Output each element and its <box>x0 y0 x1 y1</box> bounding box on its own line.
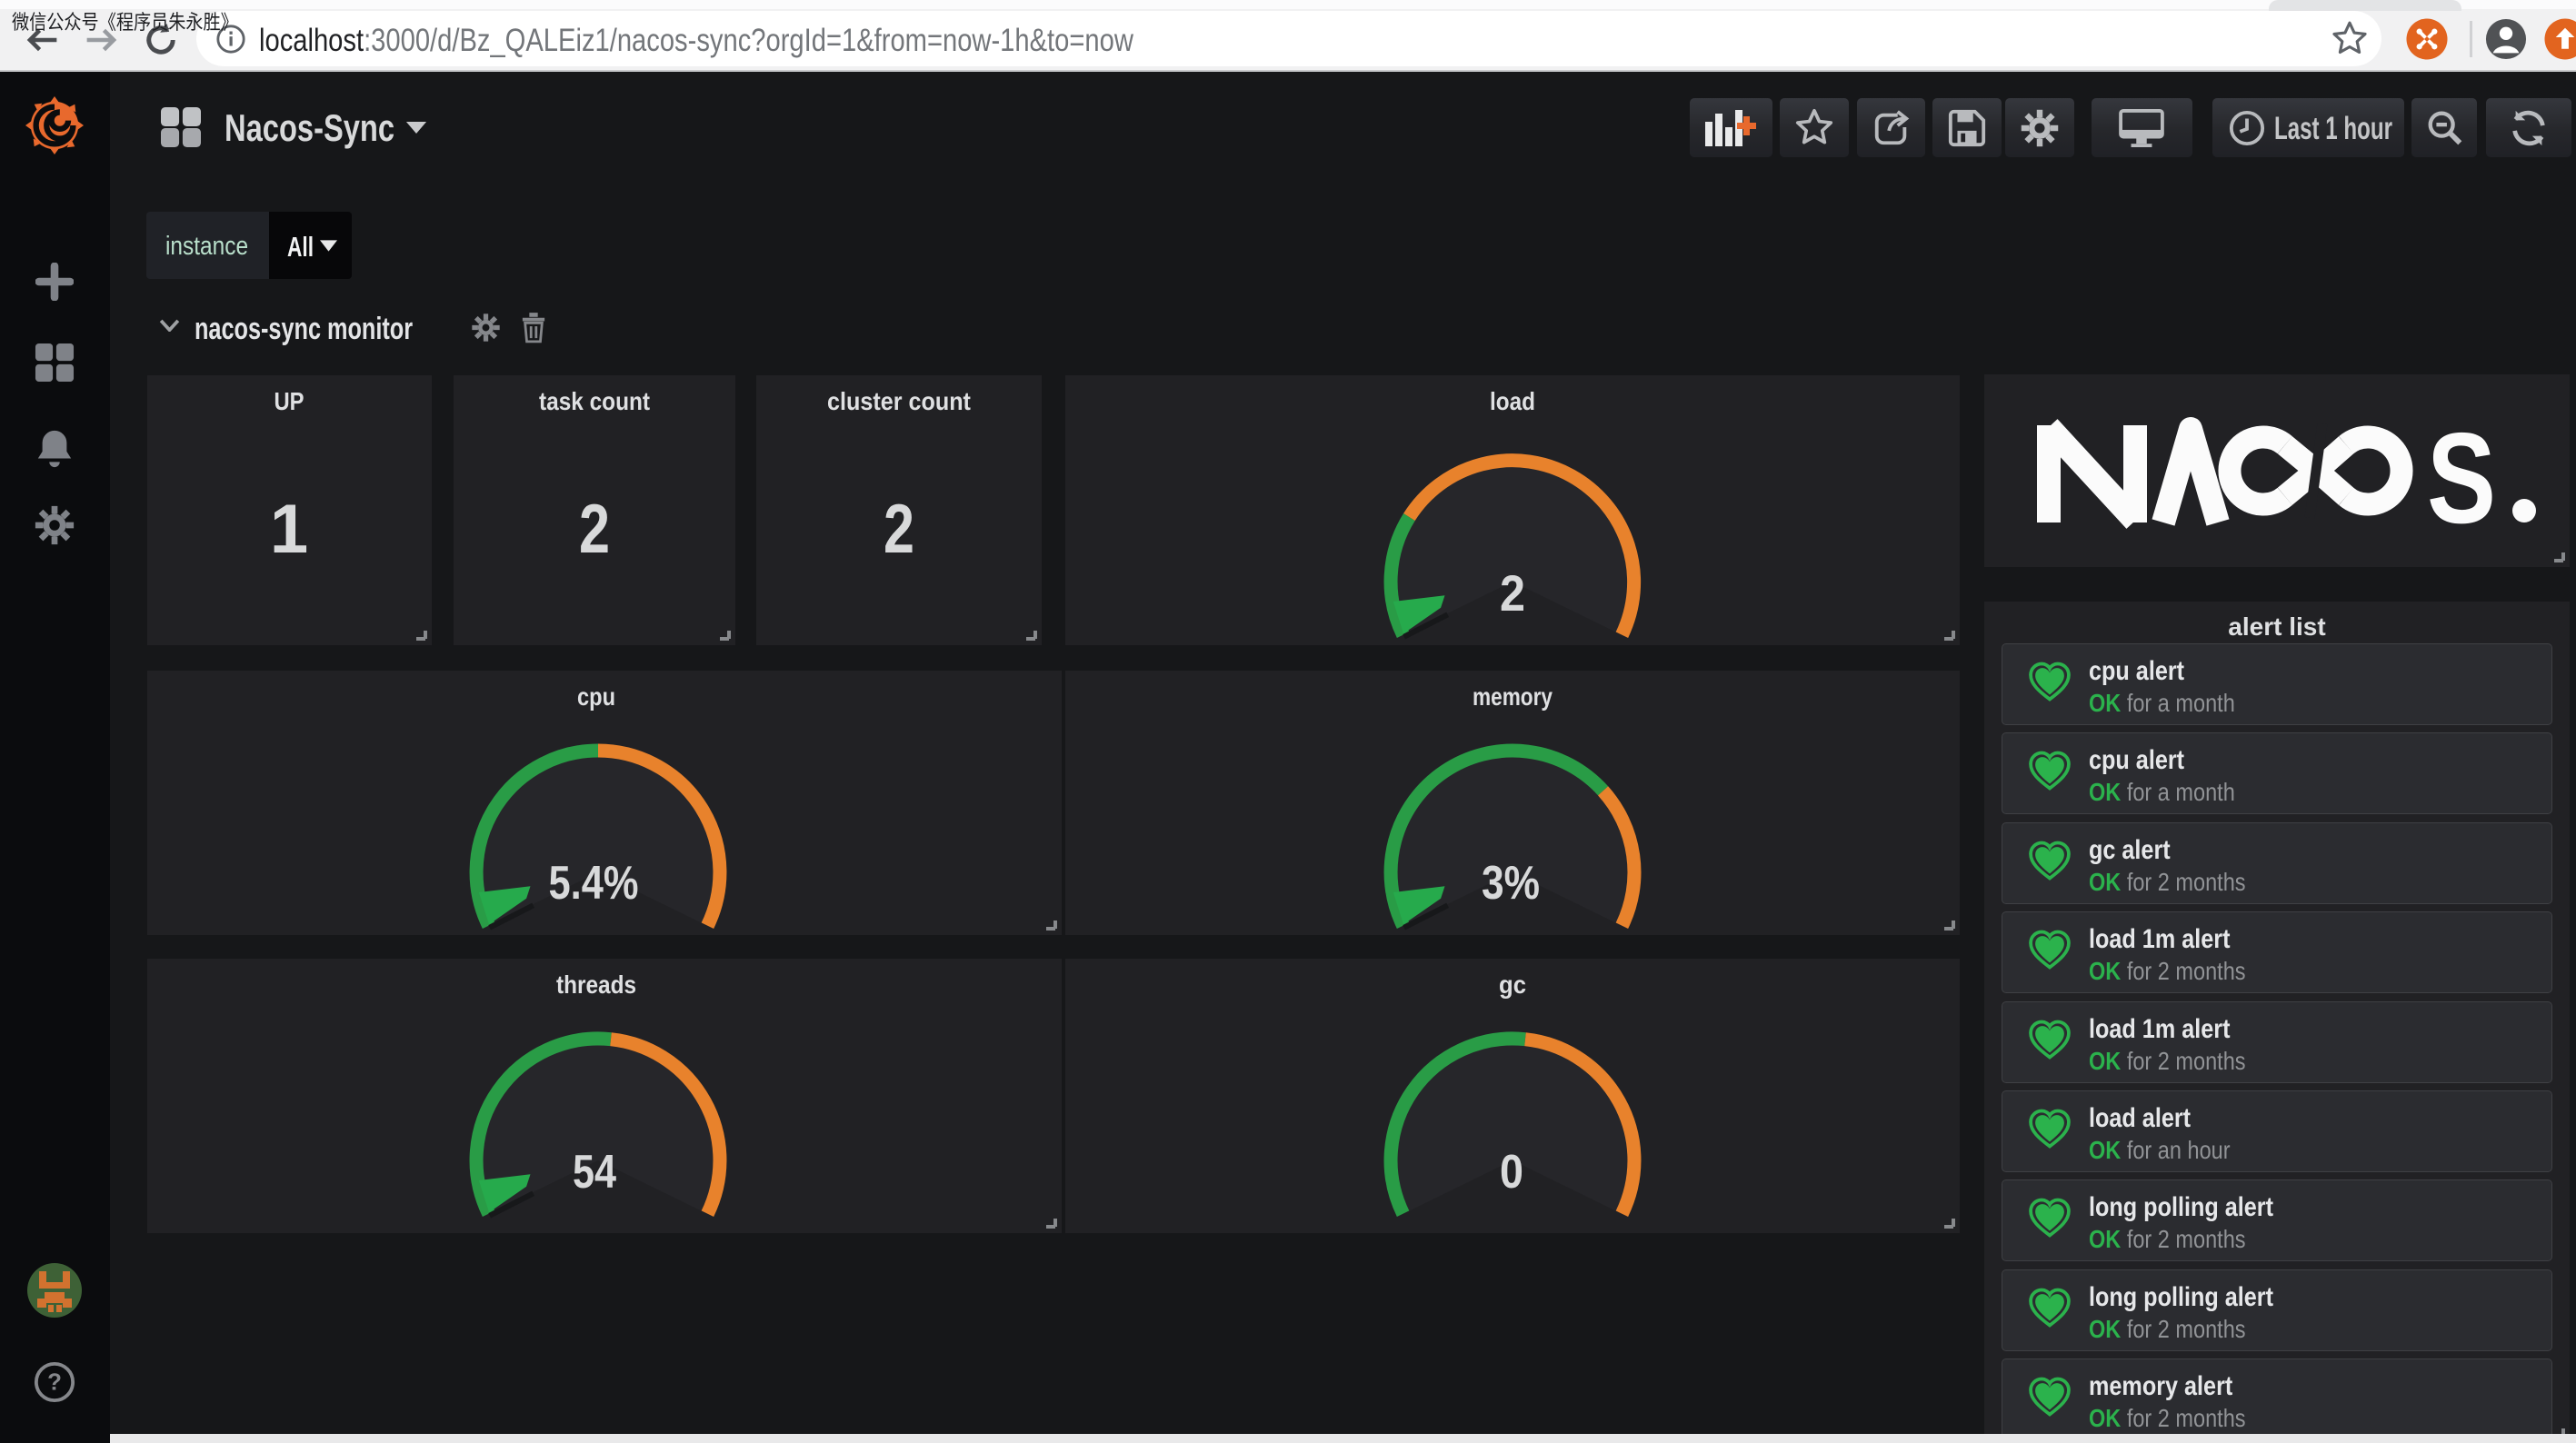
svg-text:S: S <box>2427 406 2496 551</box>
svg-text:?: ? <box>47 1370 62 1396</box>
